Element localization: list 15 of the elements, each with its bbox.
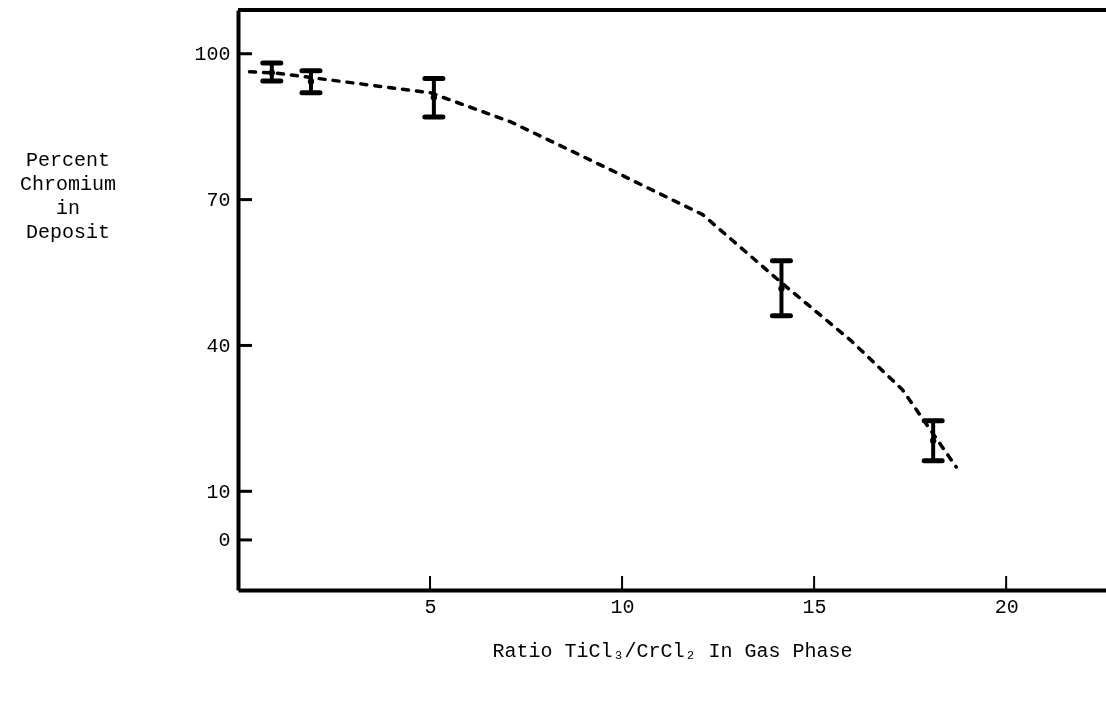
- y-tick-label: 10: [206, 480, 231, 504]
- y-axis-title: Percent Chromium in Deposit: [19, 149, 117, 244]
- line-series: [247, 69, 958, 469]
- y-tick-label: 40: [206, 334, 231, 358]
- x-tick-label: 5: [424, 595, 437, 619]
- x-tick-label: 15: [802, 595, 827, 619]
- y-tick-label: 0: [218, 529, 231, 553]
- point: [307, 78, 315, 85]
- point: [778, 285, 785, 292]
- x-axis-title: Ratio TiCl₃/CrCl₂ In Gas Phase: [492, 639, 853, 663]
- x-tick-label: 10: [610, 595, 635, 619]
- x-tick-label: 20: [994, 595, 1019, 619]
- y-tick-label: 100: [194, 43, 231, 67]
- point: [930, 437, 937, 444]
- y-tick-label: 70: [206, 189, 231, 213]
